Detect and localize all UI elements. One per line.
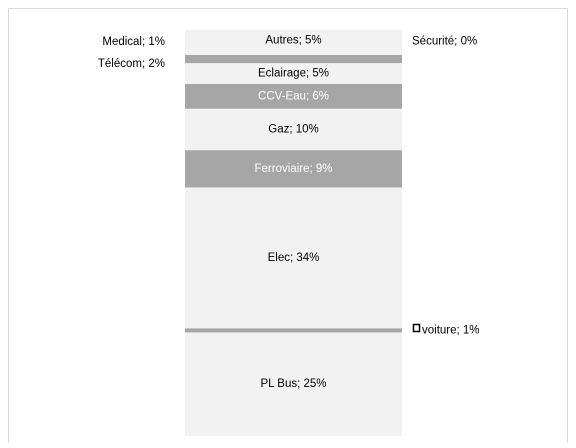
bar-segment (185, 150, 402, 188)
bar-segment (185, 50, 402, 55)
data-label: Gaz; 10% (268, 123, 319, 135)
bar-segment (185, 187, 402, 329)
bar-segment (185, 328, 402, 333)
bar-segment (185, 30, 402, 51)
bar-segment (185, 63, 402, 84)
data-label: Télécom; 2% (98, 58, 165, 70)
data-label: Ferroviaire; 9% (255, 163, 333, 175)
data-label: Eclairage; 5% (258, 68, 329, 80)
data-label: PL Bus; 25% (260, 378, 326, 390)
data-label: Sécurité; 0% (412, 36, 477, 48)
data-label: Medical; 1% (102, 36, 165, 48)
data-label: Elec; 34% (268, 252, 320, 264)
bar-segment (185, 54, 402, 64)
bar-segment (185, 108, 402, 151)
legend-key (412, 323, 421, 333)
data-label: Autres; 5% (265, 34, 321, 46)
data-label: CCV-Eau; 6% (258, 90, 329, 102)
data-label: voiture; 1% (422, 324, 480, 336)
bar-segment (185, 83, 402, 109)
bar-segment (185, 332, 402, 436)
